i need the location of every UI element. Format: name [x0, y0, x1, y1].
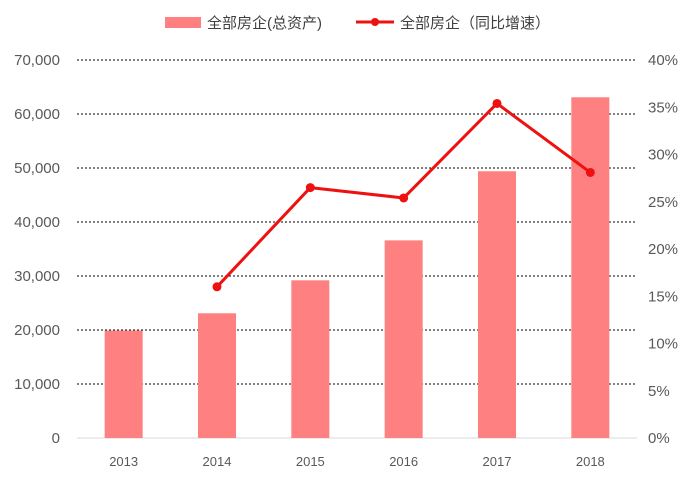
right-axis-tick-label: 10%	[648, 336, 678, 353]
left-axis-tick-label: 40,000	[14, 214, 60, 231]
legend-bar-label: 全部房企(总资产)	[207, 14, 322, 32]
growth-point-2015	[305, 183, 315, 193]
left-axis-tick-label: 60,000	[14, 106, 60, 123]
x-axis-tick-label: 2014	[203, 454, 232, 469]
growth-point-2016	[399, 193, 409, 203]
right-axis-tick-label: 5%	[648, 383, 670, 400]
right-axis-tick-label: 40%	[648, 52, 678, 69]
growth-point-2014	[212, 282, 222, 292]
right-axis-tick-label: 25%	[648, 194, 678, 211]
legend-item-line-series: 全部房企（同比增速）	[356, 12, 550, 33]
legend-line-swatch	[356, 18, 394, 26]
x-axis-tick-label: 2013	[109, 454, 138, 469]
bar-2016	[384, 240, 423, 438]
right-axis-tick-label: 35%	[648, 99, 678, 116]
growth-point-2017	[492, 98, 502, 108]
left-axis-tick-label: 30,000	[14, 268, 60, 285]
x-axis-tick-label: 2015	[296, 454, 325, 469]
right-axis-tick-label: 20%	[648, 241, 678, 258]
legend-bar-swatch	[165, 16, 201, 28]
bar-2017	[478, 171, 516, 439]
growth-point-2018	[585, 167, 595, 177]
left-axis-tick-label: 0	[52, 430, 60, 447]
left-axis-tick-label: 20,000	[14, 322, 60, 339]
legend-item-bar-series: 全部房企(总资产)	[165, 12, 322, 33]
right-axis-tick-label: 0%	[648, 430, 670, 447]
bar-2014	[198, 313, 236, 438]
bar-2015	[291, 280, 330, 438]
legend-line-label: 全部房企（同比增速）	[400, 14, 551, 32]
left-axis-tick-label: 10,000	[14, 376, 60, 393]
left-axis-tick-label: 50,000	[14, 160, 60, 177]
bar-2013	[104, 330, 143, 438]
x-axis-tick-label: 2018	[576, 454, 605, 469]
x-axis-tick-label: 2017	[483, 454, 512, 469]
right-axis-tick-label: 30%	[648, 147, 678, 164]
bar-2018	[571, 97, 610, 438]
left-axis-tick-label: 70,000	[14, 52, 60, 69]
right-axis-tick-label: 15%	[648, 288, 678, 305]
chart-legend: 全部房企(总资产) 全部房企（同比增速）	[165, 10, 584, 34]
x-axis-tick-label: 2016	[389, 454, 418, 469]
